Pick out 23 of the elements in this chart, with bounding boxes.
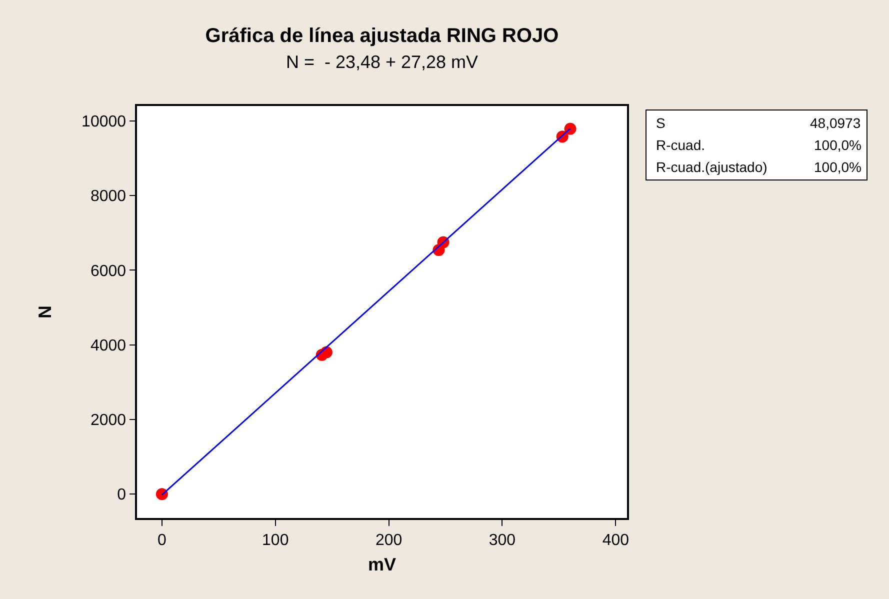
chart-subtitle: N = - 23,48 + 27,28 mV xyxy=(286,52,478,72)
y-tick-label: 10000 xyxy=(82,114,126,131)
text: 100,0% xyxy=(814,137,862,153)
y-tick-label: 4000 xyxy=(90,337,126,354)
y-tick-label: 8000 xyxy=(90,188,126,206)
point xyxy=(156,488,168,500)
x-tick-label: 200 xyxy=(375,532,402,549)
x-tick-label: 0 xyxy=(157,532,166,549)
text: R-cuad. xyxy=(656,137,706,153)
x-axis-title: mV xyxy=(368,554,396,575)
x-tick-label: 100 xyxy=(262,532,289,549)
y-tick-label: 0 xyxy=(117,486,126,504)
text: R-cuad.(ajustado) xyxy=(656,159,768,175)
y-axis-title: N xyxy=(35,306,56,318)
chart-title: Gráfica de línea ajustada RING ROJO xyxy=(205,24,559,47)
x-tick-label: 400 xyxy=(602,532,630,549)
y-tick-label: 6000 xyxy=(90,262,126,280)
text: S xyxy=(656,115,666,131)
y-tick-label: 2000 xyxy=(90,412,126,430)
point xyxy=(564,122,576,135)
text: 48,0973 xyxy=(810,115,861,131)
x-tick-label: 300 xyxy=(488,532,516,549)
text: 100,0% xyxy=(814,159,862,175)
